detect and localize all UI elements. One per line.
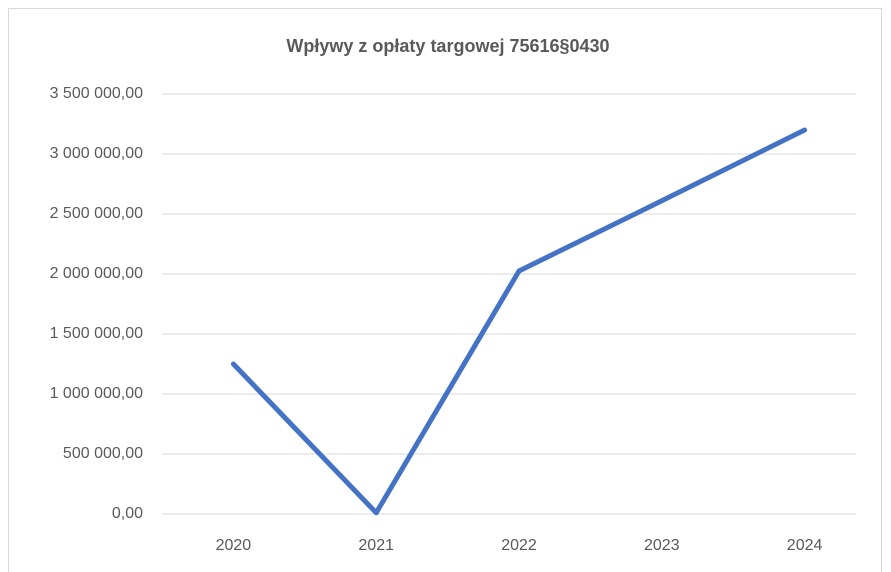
y-tick-label: 2 000 000,00 [50,265,144,282]
x-tick-label: 2024 [787,537,823,554]
x-tick-label: 2021 [358,537,394,554]
x-tick-label: 2022 [501,537,537,554]
chart-title: Wpływy z opłaty targowej 75616§0430 [286,36,609,56]
y-tick-label: 1 000 000,00 [50,385,144,402]
y-tick-label: 2 500 000,00 [50,205,144,222]
y-tick-label: 3 500 000,00 [50,85,144,102]
x-tick-label: 2023 [644,537,680,554]
data-line [230,127,808,516]
chart-border [8,8,882,572]
x-tick-label: 2020 [216,537,252,554]
y-tick-label: 500 000,00 [63,445,143,462]
y-tick-label: 0,00 [112,505,143,522]
y-tick-label: 3 000 000,00 [50,145,144,162]
y-tick-label: 1 500 000,00 [50,325,144,342]
